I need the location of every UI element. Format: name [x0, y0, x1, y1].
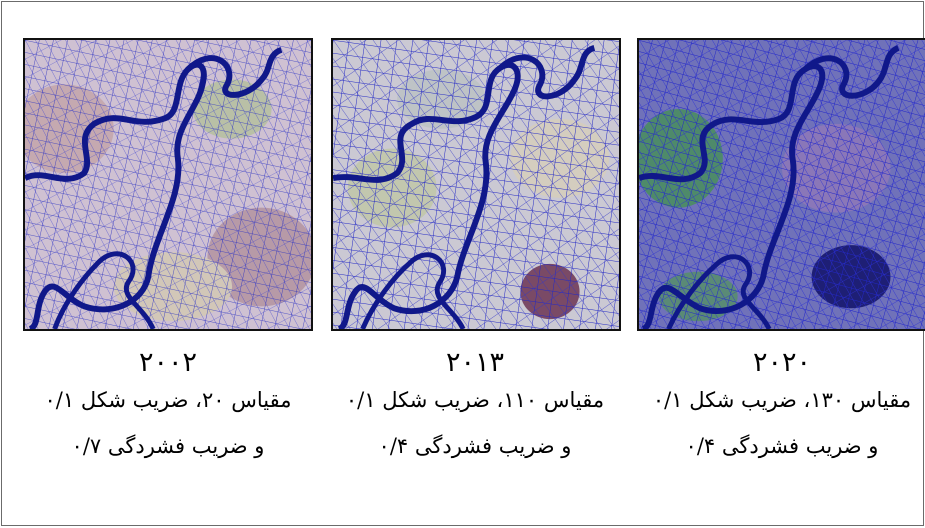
satellite-segmentation-image-2020 [637, 38, 925, 331]
segmentation-map-2013 [333, 40, 619, 329]
satellite-segmentation-image-2002 [23, 38, 313, 331]
caption-line-1: مقیاس ۱۳۰، ضریب شکل ۰/۱ [652, 388, 912, 412]
caption-line-1: مقیاس ۱۱۰، ضریب شکل ۰/۱ [345, 388, 605, 412]
segmentation-map-2002 [25, 40, 311, 329]
caption-2013: ۲۰۱۳ مقیاس ۱۱۰، ضریب شکل ۰/۱ و ضریب فشرد… [325, 346, 625, 478]
caption-line-2: و ضریب فشردگی ۰/۴ [685, 434, 879, 458]
caption-2020: ۲۰۲۰ مقیاس ۱۳۰، ضریب شکل ۰/۱ و ضریب فشرد… [632, 346, 925, 478]
year-label: ۲۰۲۰ [752, 347, 811, 378]
satellite-segmentation-image-2013 [331, 38, 621, 331]
year-label: ۲۰۱۳ [445, 347, 504, 378]
segmentation-map-2020 [639, 40, 925, 329]
year-label: ۲۰۰۲ [138, 347, 197, 378]
caption-line-2: و ضریب فشردگی ۰/۷ [71, 434, 265, 458]
caption-2002: ۲۰۰۲ مقیاس ۲۰، ضریب شکل ۰/۱ و ضریب فشردگ… [18, 346, 318, 478]
caption-line-1: مقیاس ۲۰، ضریب شکل ۰/۱ [44, 388, 292, 412]
caption-line-2: و ضریب فشردگی ۰/۴ [378, 434, 572, 458]
